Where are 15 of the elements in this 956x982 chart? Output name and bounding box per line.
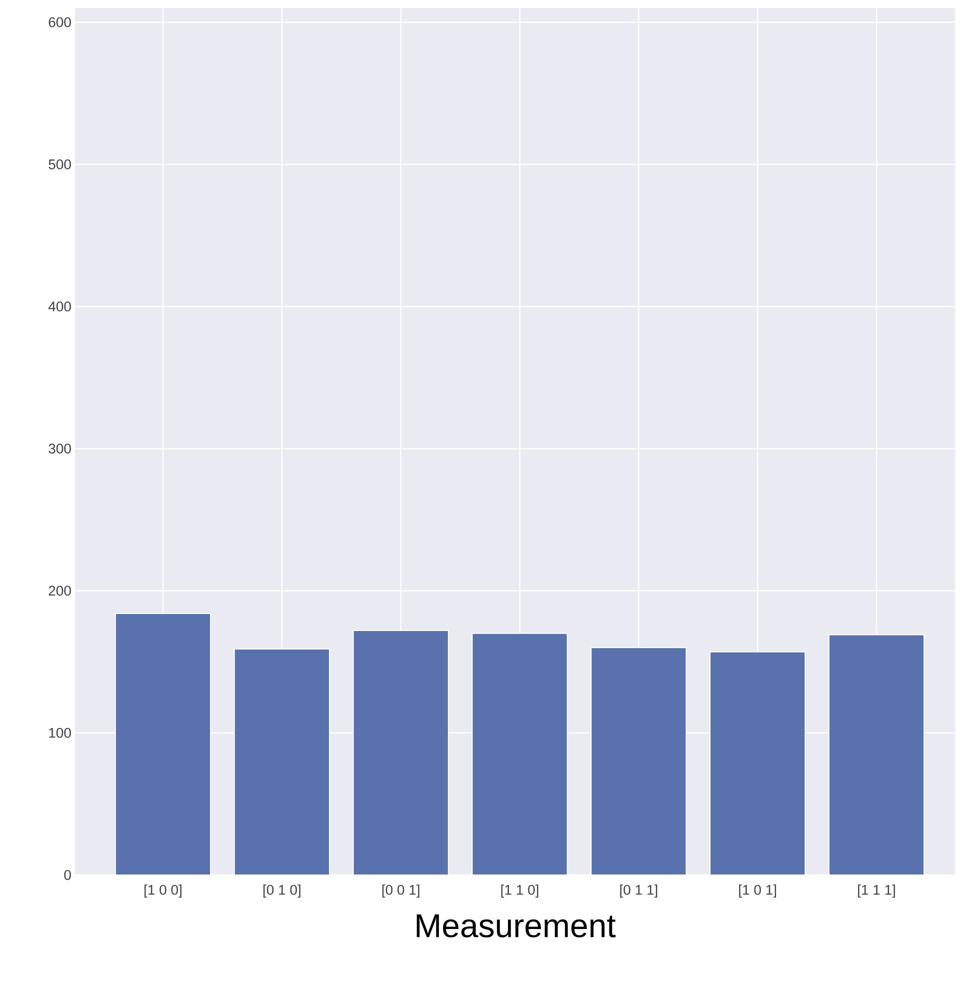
y-tick-label: 600 <box>49 17 72 28</box>
x-tick-label: [1 1 1] <box>858 884 896 898</box>
y-tick-label: 100 <box>49 728 72 738</box>
x-tick-label: [0 1 0] <box>264 884 301 898</box>
x-tick-label: [1 0 0] <box>144 884 182 898</box>
y-tick-label: 400 <box>48 302 72 312</box>
y-tick-label: 300 <box>48 444 72 454</box>
x-tick-label: [0 0 1] <box>382 884 420 898</box>
y-tick-label: 0 <box>64 870 72 880</box>
y-tick-label: 200 <box>49 586 72 596</box>
x-tick-label: [0 1 1] <box>620 884 658 898</box>
x-tick-label: [1 1 0] <box>501 884 538 898</box>
x-axis-title: Measurement <box>417 914 616 938</box>
y-tick-label: 500 <box>48 159 72 170</box>
x-tick-label: [1 0 1] <box>739 884 776 898</box>
